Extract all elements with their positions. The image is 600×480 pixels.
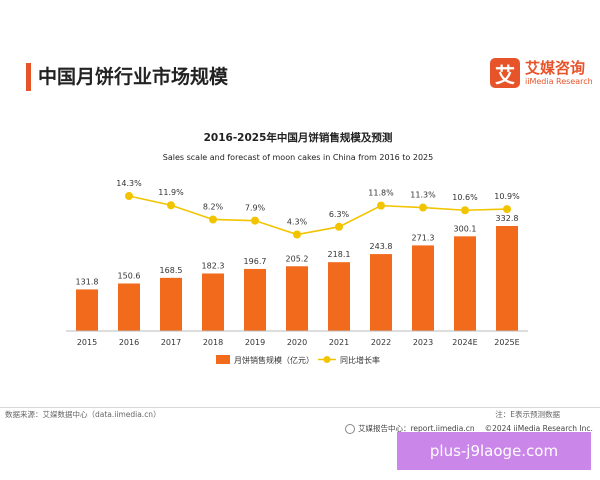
category-label-2021: 2021 [329, 338, 349, 347]
bar-label-2020: 205.2 [286, 254, 309, 263]
growth-label-2019: 7.9% [245, 204, 266, 213]
growth-label-2023: 11.3% [410, 191, 436, 200]
bar-label-2015: 131.8 [76, 277, 99, 286]
bar-2024E [454, 236, 476, 331]
growth-point-2023 [419, 203, 427, 212]
chart-subtitle: Sales scale and forecast of moon cakes i… [163, 153, 433, 162]
growth-label-2016: 14.3% [116, 179, 142, 188]
bar-label-2025E: 332.8 [496, 214, 519, 223]
bar-2021 [328, 262, 350, 331]
growth-label-2022: 11.8% [368, 189, 394, 198]
category-label-2018: 2018 [203, 338, 223, 347]
footer-credits: 艾媒报告中心：report.iimedia.cn ©2024 iiMedia R… [345, 423, 593, 434]
growth-point-2020 [293, 230, 301, 239]
growth-label-2020: 4.3% [287, 218, 308, 227]
bar-label-2021: 218.1 [328, 250, 351, 259]
growth-point-2018 [209, 215, 217, 224]
growth-point-2024E [461, 206, 469, 215]
category-label-2023: 2023 [413, 338, 433, 347]
growth-rate-line [128, 195, 508, 236]
page-title: 中国月饼行业市场规模 [38, 66, 229, 88]
brand-name-cn: 艾媒咨询 [525, 58, 586, 77]
header-accent-bar [26, 63, 31, 91]
bar-2015 [76, 289, 98, 331]
category-label-2025E: 2025E [494, 338, 519, 347]
bar-2023 [412, 245, 434, 331]
growth-label-2025E: 10.9% [494, 192, 520, 201]
bar-label-2022: 243.8 [370, 242, 393, 251]
category-label-2016: 2016 [119, 338, 139, 347]
bar-2016 [118, 283, 140, 331]
data-source: 数据来源：艾媒数据中心（data.iimedia.cn） [5, 410, 161, 419]
legend-marker-growth [323, 356, 331, 363]
brand-text: 艾媒咨询 iiMedia Research [525, 58, 593, 87]
category-label-2022: 2022 [371, 338, 391, 347]
legend-swatch-sales [216, 355, 230, 364]
watermark-banner[interactable]: plus-j9laoge.com [397, 432, 591, 470]
growth-point-2019 [251, 216, 259, 225]
category-label-2020: 2020 [287, 338, 307, 347]
growth-label-2017: 11.9% [158, 188, 184, 197]
bar-label-2017: 168.5 [160, 266, 183, 275]
growth-label-2018: 8.2% [203, 202, 224, 211]
brand-name-en: iiMedia Research [525, 76, 593, 86]
footer-divider [0, 407, 600, 408]
category-label-2024E: 2024E [452, 338, 477, 347]
legend-label-growth: 同比增长率 [340, 355, 380, 365]
bar-label-2024E: 300.1 [454, 224, 477, 233]
bar-2025E [496, 226, 518, 331]
forecast-note: 注：E表示预测数据 [495, 410, 560, 419]
bar-label-2016: 150.6 [118, 271, 141, 280]
growth-point-2017 [167, 201, 175, 210]
category-label-2015: 2015 [77, 338, 97, 347]
report-center-link[interactable]: 艾媒报告中心：report.iimedia.cn [358, 424, 475, 433]
bar-label-2023: 271.3 [412, 233, 435, 242]
growth-point-2025E [503, 205, 511, 214]
category-label-2019: 2019 [245, 338, 265, 347]
chart-title: 2016-2025年中国月饼销售规模及预测 [204, 131, 393, 144]
brand: 艾 艾媒咨询 iiMedia Research [490, 58, 593, 88]
bar-label-2019: 196.7 [244, 257, 267, 266]
report-center-icon [345, 423, 355, 434]
bar-2020 [286, 266, 308, 331]
growth-label-2021: 6.3% [329, 210, 350, 219]
bar-2022 [370, 254, 392, 331]
bar-2019 [244, 268, 266, 331]
bar-label-2018: 182.3 [202, 261, 225, 270]
bar-2017 [160, 277, 182, 331]
bar-2018 [202, 273, 224, 331]
category-label-2017: 2017 [161, 338, 181, 347]
growth-label-2024E: 10.6% [452, 193, 478, 202]
brand-logo: 艾 [490, 58, 520, 88]
growth-point-2022 [377, 201, 385, 210]
legend-label-sales: 月饼销售规模（亿元） [234, 355, 314, 365]
growth-point-2021 [335, 222, 343, 231]
growth-point-2016 [125, 192, 133, 200]
copyright: ©2024 iiMedia Research Inc. [484, 424, 593, 433]
